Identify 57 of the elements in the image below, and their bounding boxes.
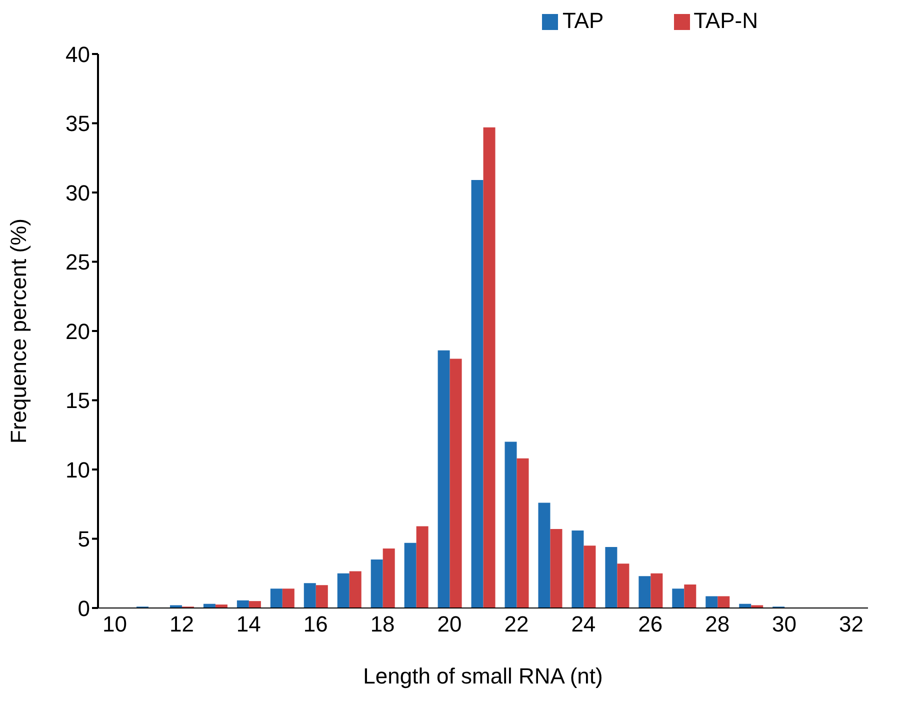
bar: [304, 583, 316, 608]
legend-label: TAP: [562, 8, 604, 33]
bar: [370, 560, 383, 608]
bar: [438, 350, 450, 608]
x-tick-label: 32: [839, 612, 864, 637]
y-tick-label: 20: [66, 318, 90, 344]
y-tick-label: 35: [66, 111, 90, 136]
bar: [270, 588, 282, 608]
x-tick-label: 28: [705, 612, 730, 637]
bar: [170, 605, 182, 608]
bar: [684, 584, 696, 608]
bar: [572, 530, 584, 608]
y-tick-label: 30: [66, 180, 90, 206]
x-tick-label: 22: [504, 612, 529, 637]
bar: [584, 546, 596, 608]
bar: [382, 548, 395, 608]
x-tick-label: 26: [638, 612, 663, 637]
bar: [538, 502, 550, 608]
bar: [605, 547, 618, 608]
x-tick-label: 16: [303, 612, 328, 637]
y-tick-label: 40: [66, 42, 90, 67]
x-tick-label: 12: [169, 612, 194, 637]
bar: [236, 600, 249, 608]
bar: [650, 573, 663, 608]
x-tick-label: 14: [236, 612, 261, 637]
x-tick-label: 24: [571, 612, 596, 637]
x-tick-label: 18: [370, 612, 395, 637]
bar: [450, 358, 462, 608]
bar: [706, 596, 718, 608]
x-axis-title: Length of small RNA (nt): [363, 664, 603, 689]
bar: [349, 571, 362, 608]
y-tick-label: 5: [78, 526, 90, 552]
y-axis-title: Frequence percent (%): [6, 218, 31, 444]
bar: [282, 588, 294, 608]
bar: [638, 576, 651, 608]
x-tick-label: 10: [102, 612, 127, 637]
bar: [337, 573, 350, 608]
x-tick-label: 20: [437, 612, 462, 637]
y-tick-label: 25: [66, 250, 90, 275]
bar: [718, 596, 730, 608]
bar: [516, 458, 529, 608]
bar: [672, 588, 684, 608]
bar: [483, 127, 496, 608]
bar: [416, 526, 428, 608]
y-tick-label: 15: [66, 388, 90, 414]
bar: [617, 564, 630, 608]
bar: [471, 180, 484, 608]
x-tick-label: 30: [772, 612, 797, 637]
legend-label: TAP-N: [694, 8, 758, 33]
bar: [751, 605, 764, 608]
y-tick-label: 0: [78, 596, 90, 621]
bar: [504, 442, 517, 608]
y-tick-label: 10: [66, 457, 90, 482]
bar: [404, 542, 416, 608]
bar: [316, 585, 328, 608]
bar: [550, 529, 562, 608]
bar: [248, 601, 261, 608]
